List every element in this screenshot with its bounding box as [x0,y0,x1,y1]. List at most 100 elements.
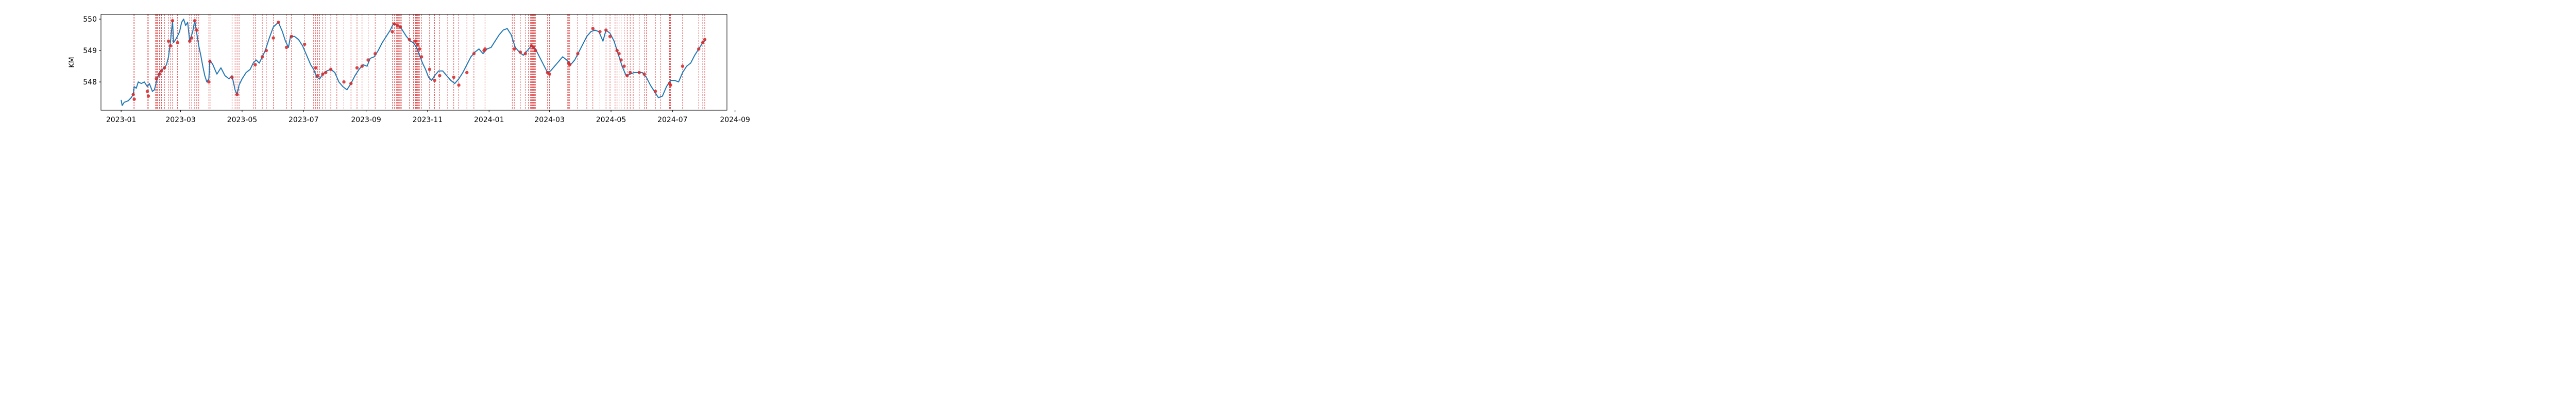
chart-container: 2023-01 2023-03 2023-05 2023-07 2023-09 2023-… [0,0,800,124]
event-point [163,66,166,70]
x-tick-label: 2023-07 [289,116,319,123]
event-point [166,39,171,43]
event-point [342,80,346,84]
event-point [532,45,535,49]
x-axis: 2023-01 2023-03 2023-05 2023-07 2023-09 2023-… [106,110,750,124]
event-point [360,64,364,68]
event-point [576,52,580,56]
event-markers-layer [131,19,707,101]
y-axis: 548 549 550 [83,15,101,87]
event-point [681,64,685,68]
event-point [230,75,234,79]
event-point [518,50,522,54]
event-point [188,39,192,43]
event-point [396,24,399,27]
x-tick-label: 2024-01 [474,116,504,123]
event-point [207,80,211,84]
event-point [637,71,641,75]
event-point [145,90,149,93]
event-point [414,39,417,43]
event-point [235,93,239,96]
x-tick-label: 2024-05 [596,116,626,123]
event-point [277,21,280,24]
y-tick-label: 548 [83,78,97,87]
event-point [316,74,319,78]
event-point [324,71,328,75]
x-tick-label: 2024-03 [534,116,565,123]
event-point [416,42,419,46]
event-point [176,41,179,45]
figure-background [0,0,800,123]
event-point [548,72,551,76]
event-point [472,52,476,56]
event-point [428,67,432,71]
event-point [622,64,626,68]
event-point [628,71,632,75]
y-tick-label: 550 [83,15,97,24]
line-chart: 2023-01 2023-03 2023-05 2023-07 2023-09 2023-… [0,0,800,124]
event-point [155,77,158,81]
event-point [452,75,455,79]
plot-frame [100,14,727,111]
event-point [669,83,672,87]
event-point [366,58,370,62]
event-point [418,47,421,51]
event-point [591,27,595,30]
event-point [158,72,161,76]
event-point [534,48,537,53]
event-point [457,83,461,87]
event-point [260,55,264,59]
event-lines-layer [133,14,705,110]
event-point [438,74,442,78]
event-point [619,58,623,62]
event-point [329,67,333,71]
event-point [195,28,199,32]
y-axis-label: KM [68,57,76,67]
event-point [523,52,527,56]
event-point [419,55,423,59]
event-point [272,36,275,40]
event-point [168,44,173,48]
x-tick-label: 2024-07 [657,116,688,123]
x-tick-label: 2023-03 [165,116,196,123]
event-point [703,38,707,41]
event-point [284,45,289,49]
event-point [314,66,317,70]
event-point [290,35,293,38]
event-point [604,28,608,32]
event-point [303,42,307,46]
event-point [355,66,359,70]
event-point [393,22,396,26]
event-point [208,60,212,63]
event-point [373,52,377,56]
event-point [617,52,621,56]
y-tick-label: 549 [83,47,97,55]
event-point [598,30,602,33]
event-point [146,94,150,98]
event-point [701,41,705,45]
event-point [512,47,516,51]
event-point [408,38,411,41]
event-point [642,72,646,76]
event-point [615,48,619,53]
event-point [568,63,571,66]
event-point [321,72,325,76]
event-point [483,47,487,51]
event-point [171,19,175,23]
event-point [433,78,436,82]
x-tick-label: 2023-11 [413,116,443,123]
event-point [653,90,657,93]
event-point [264,48,268,53]
event-point [391,30,394,33]
x-tick-label: 2023-05 [227,116,258,123]
event-point [160,69,163,73]
x-tick-label: 2023-09 [351,116,381,123]
x-tick-label: 2023-01 [106,116,137,123]
x-tick-label: 2024-09 [720,116,750,123]
series-layer [121,19,706,106]
event-point [398,25,402,29]
event-point [253,63,257,66]
event-point [349,81,353,85]
event-point [697,47,701,51]
event-point [132,97,136,101]
